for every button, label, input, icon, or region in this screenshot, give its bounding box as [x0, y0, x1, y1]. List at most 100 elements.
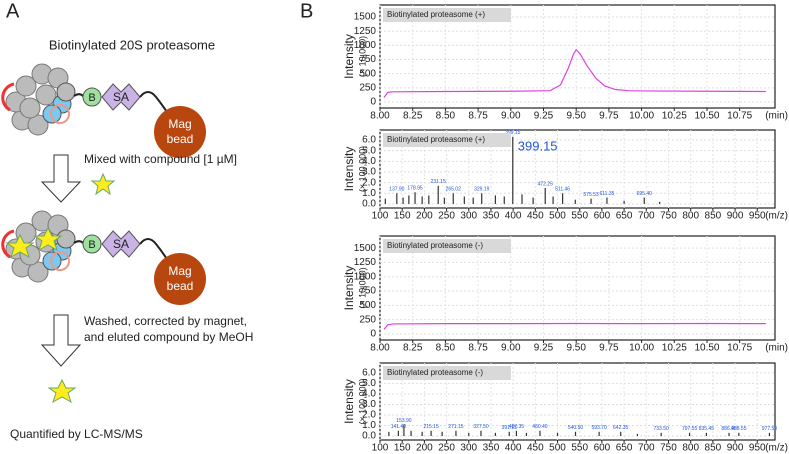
peak-label: 540.50: [568, 425, 584, 431]
peak-label: 231.15: [431, 179, 447, 185]
peak-label: 642.35: [613, 425, 629, 431]
x-tick-label: 650: [616, 211, 633, 222]
x-tick-label: 200: [416, 443, 433, 454]
title-box: [383, 239, 511, 253]
x-tick-label: 250: [438, 211, 455, 222]
y-unit: (× 100,000): [357, 146, 367, 192]
y-tick-label: 0.0: [362, 431, 376, 442]
y-tick-label: 1500: [354, 12, 377, 23]
peak-label: 153.90: [396, 418, 412, 424]
y-tick-label: 3.0: [362, 167, 376, 178]
y-unit: (× 10,000): [357, 267, 367, 308]
peak-label: 329.19: [474, 187, 490, 193]
x-tick-label: 10.75: [727, 111, 752, 122]
x-tick-label: 300: [460, 443, 477, 454]
x-tick-label: 10.00: [629, 111, 654, 122]
x-tick-label: 9.75: [599, 343, 619, 354]
x-tick-label: 8.00: [370, 111, 390, 122]
step: Mixed with compound [1 µM]: [84, 152, 237, 166]
x-tick-label: 350: [483, 443, 500, 454]
x-tick-label: 700: [638, 211, 655, 222]
y-tick-label: 750: [359, 286, 376, 297]
annotation: 399.15: [518, 138, 558, 153]
y-label: Intensity: [342, 34, 356, 79]
x-tick-label: 450: [527, 443, 544, 454]
x-tick-label: 8.75: [468, 111, 488, 122]
y-tick-label: 250: [359, 314, 376, 325]
step: and eluted compound by MeOH: [84, 330, 253, 344]
peak-label: 271.15: [448, 424, 464, 430]
x-tick-label: 9.75: [599, 111, 619, 122]
y-tick-label: 1000: [354, 40, 377, 51]
x-tick-label: 250: [438, 443, 455, 454]
x-tick-label: 8.50: [436, 343, 456, 354]
x-tick-label: 750: [660, 211, 677, 222]
x-tick-label: 9.25: [534, 111, 554, 122]
y-label: Intensity: [342, 266, 356, 311]
y-tick-label: 1250: [354, 257, 377, 268]
peak-label: 695.40: [637, 191, 653, 197]
y-tick-label: 6.0: [362, 368, 376, 379]
x-tick-label: 550: [571, 211, 588, 222]
peak-label: 977.50: [762, 426, 778, 432]
x-tick-label: 10.25: [662, 111, 687, 122]
x-tick-label: 600: [594, 211, 611, 222]
x-tick-label: 850: [705, 443, 722, 454]
x-tick-label: 200: [416, 211, 433, 222]
peak-label: 265.02: [446, 187, 462, 193]
peak-label: 575.53: [583, 192, 599, 198]
y-tick-label: 4.0: [362, 389, 376, 400]
title-box: [383, 366, 511, 380]
peak-label: 733.50: [654, 426, 670, 432]
bead: bead: [167, 132, 194, 146]
y-tick-label: 1250: [354, 26, 377, 37]
x-tick-label: 9.50: [566, 343, 586, 354]
chart-title: Biotinylated proteasome (-): [387, 368, 483, 377]
title-box: [383, 8, 511, 22]
peak-label: 141.40: [391, 424, 407, 430]
x-tick-label: 800: [682, 211, 699, 222]
y-label: Intensity: [342, 379, 356, 424]
x-tick-label: 10.00: [629, 343, 654, 354]
proteasome-complex: [1, 63, 206, 158]
y-tick-label: 250: [359, 82, 376, 93]
x-unit: (m/z): [765, 211, 788, 222]
x-unit: (min): [765, 111, 788, 122]
biotin: B: [88, 239, 95, 251]
x-tick-label: 8.25: [403, 343, 423, 354]
y-tick-label: 4.0: [362, 156, 376, 167]
peak-label: 797.55: [682, 426, 698, 432]
peak-label: 511.46: [555, 187, 570, 193]
arrow: [40, 314, 82, 367]
x-tick-label: 8.75: [468, 343, 488, 354]
x-tick-label: 950: [749, 443, 766, 454]
final-step: Quantified by LC-MS/MS: [10, 427, 143, 441]
x-tick-label: 500: [549, 443, 566, 454]
panel-a: A Biotinylated 20S proteasome B SA Mag b…: [1, 0, 253, 441]
streptavidin: SA: [113, 237, 129, 251]
y-tick-label: 3.0: [362, 399, 376, 410]
compound: [47, 378, 77, 404]
x-tick-label: 100: [372, 211, 389, 222]
x-tick-label: 9.00: [501, 343, 521, 354]
panel-label: B: [300, 0, 313, 22]
x-tick-label: 650: [616, 443, 633, 454]
x-tick-label: 950: [749, 211, 766, 222]
x-tick-label: 700: [638, 443, 655, 454]
peak-label: 472.25: [538, 181, 554, 187]
compound: [5, 233, 35, 259]
x-tick-label: 400: [505, 211, 522, 222]
x-unit: (m/z): [765, 443, 788, 454]
title-box: [383, 133, 511, 147]
bead: Mag: [168, 264, 191, 278]
x-tick-label: 900: [727, 443, 744, 454]
biotin: B: [88, 92, 95, 104]
y-unit: (× 100,000): [357, 378, 367, 424]
y-tick-label: 1500: [354, 243, 377, 254]
step: Washed, corrected by magnet,: [84, 314, 247, 328]
peak-label: 137.90: [389, 187, 405, 193]
y-tick-label: 6.0: [362, 135, 376, 146]
bead: Mag: [168, 117, 191, 131]
y-tick-label: 2.0: [362, 177, 376, 188]
